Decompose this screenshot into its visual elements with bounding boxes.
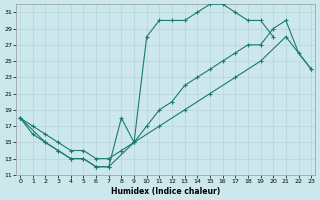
X-axis label: Humidex (Indice chaleur): Humidex (Indice chaleur) xyxy=(111,187,220,196)
